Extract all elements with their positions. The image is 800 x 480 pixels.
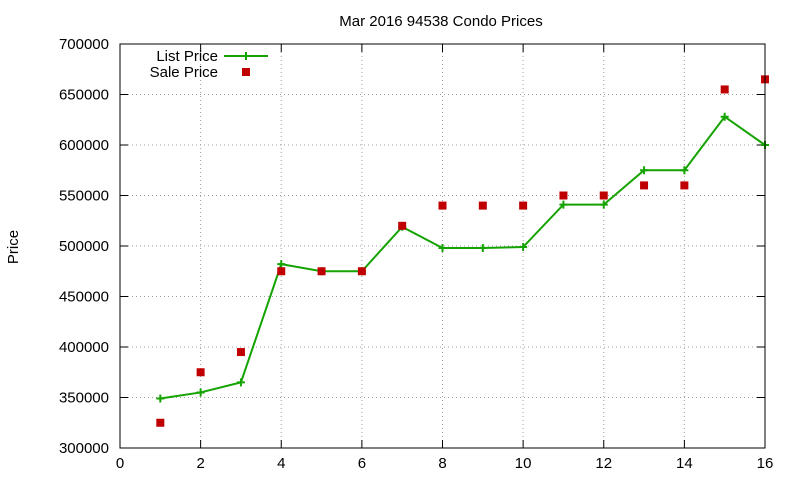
sale-price-point (640, 181, 649, 190)
y-tick-labels: 300000 350000 400000 450000 500000 550000 6000… (59, 36, 109, 457)
sale-price-point (196, 368, 205, 377)
legend-label-sale-price: Sale Price (150, 64, 218, 81)
x-tick-label: 12 (595, 455, 612, 472)
list-price-point (720, 112, 729, 121)
sale-price-point (478, 201, 487, 210)
sale-price-point (277, 267, 286, 276)
x-tick-label: 8 (438, 455, 446, 472)
y-tick-label: 350000 (59, 390, 109, 407)
sale-price-point (398, 221, 407, 230)
chart-title: Mar 2016 94538 Condo Prices (339, 13, 542, 30)
sale-price-point (720, 85, 729, 94)
list-price-point (156, 394, 165, 403)
sale-price-point (438, 201, 447, 210)
list-price-point (640, 166, 649, 175)
sale-price-point (317, 267, 326, 276)
data-series (156, 75, 769, 427)
sale-price-point (156, 418, 165, 427)
x-tick-label: 0 (116, 455, 124, 472)
series-line-list-price (160, 115, 766, 400)
list-price-point (680, 166, 689, 175)
list-price-point (478, 244, 487, 253)
legend-marker-list-price (242, 52, 250, 60)
list-price-point (236, 378, 245, 387)
sale-price-point (357, 267, 366, 276)
y-tick-label: 550000 (59, 188, 109, 205)
y-tick-label: 450000 (59, 289, 109, 306)
x-tick-labels: 0 2 4 6 8 10 12 14 16 (116, 455, 774, 472)
list-price-point (196, 388, 205, 397)
legend-marker-sale-price (242, 68, 250, 76)
y-tick-label: 650000 (59, 87, 109, 104)
list-price-point (599, 200, 608, 209)
y-tick-label: 500000 (59, 238, 109, 255)
x-tick-label: 4 (277, 455, 285, 472)
list-price-point (438, 244, 447, 253)
y-tick-label: 300000 (59, 440, 109, 457)
legend: List Price Sale Price (150, 48, 268, 81)
x-tick-label: 2 (196, 455, 204, 472)
y-tick-label: 600000 (59, 137, 109, 154)
sale-price-point (599, 191, 608, 200)
legend-label-list-price: List Price (156, 48, 218, 65)
list-price-point (277, 260, 286, 269)
sale-price-point (519, 201, 528, 210)
y-tick-label: 700000 (59, 36, 109, 53)
x-tick-label: 16 (757, 455, 774, 472)
sale-price-point (680, 181, 689, 190)
x-tick-label: 10 (515, 455, 532, 472)
y-axis-label: Price (5, 230, 22, 264)
list-price-point (519, 243, 528, 252)
x-tick-label: 6 (358, 455, 366, 472)
plot-border (119, 43, 766, 449)
list-price-point (559, 200, 568, 209)
y-tick-label: 400000 (59, 339, 109, 356)
sale-price-point (559, 191, 568, 200)
sale-price-point (236, 348, 245, 357)
grid (120, 44, 765, 448)
x-tick-label: 14 (676, 455, 693, 472)
